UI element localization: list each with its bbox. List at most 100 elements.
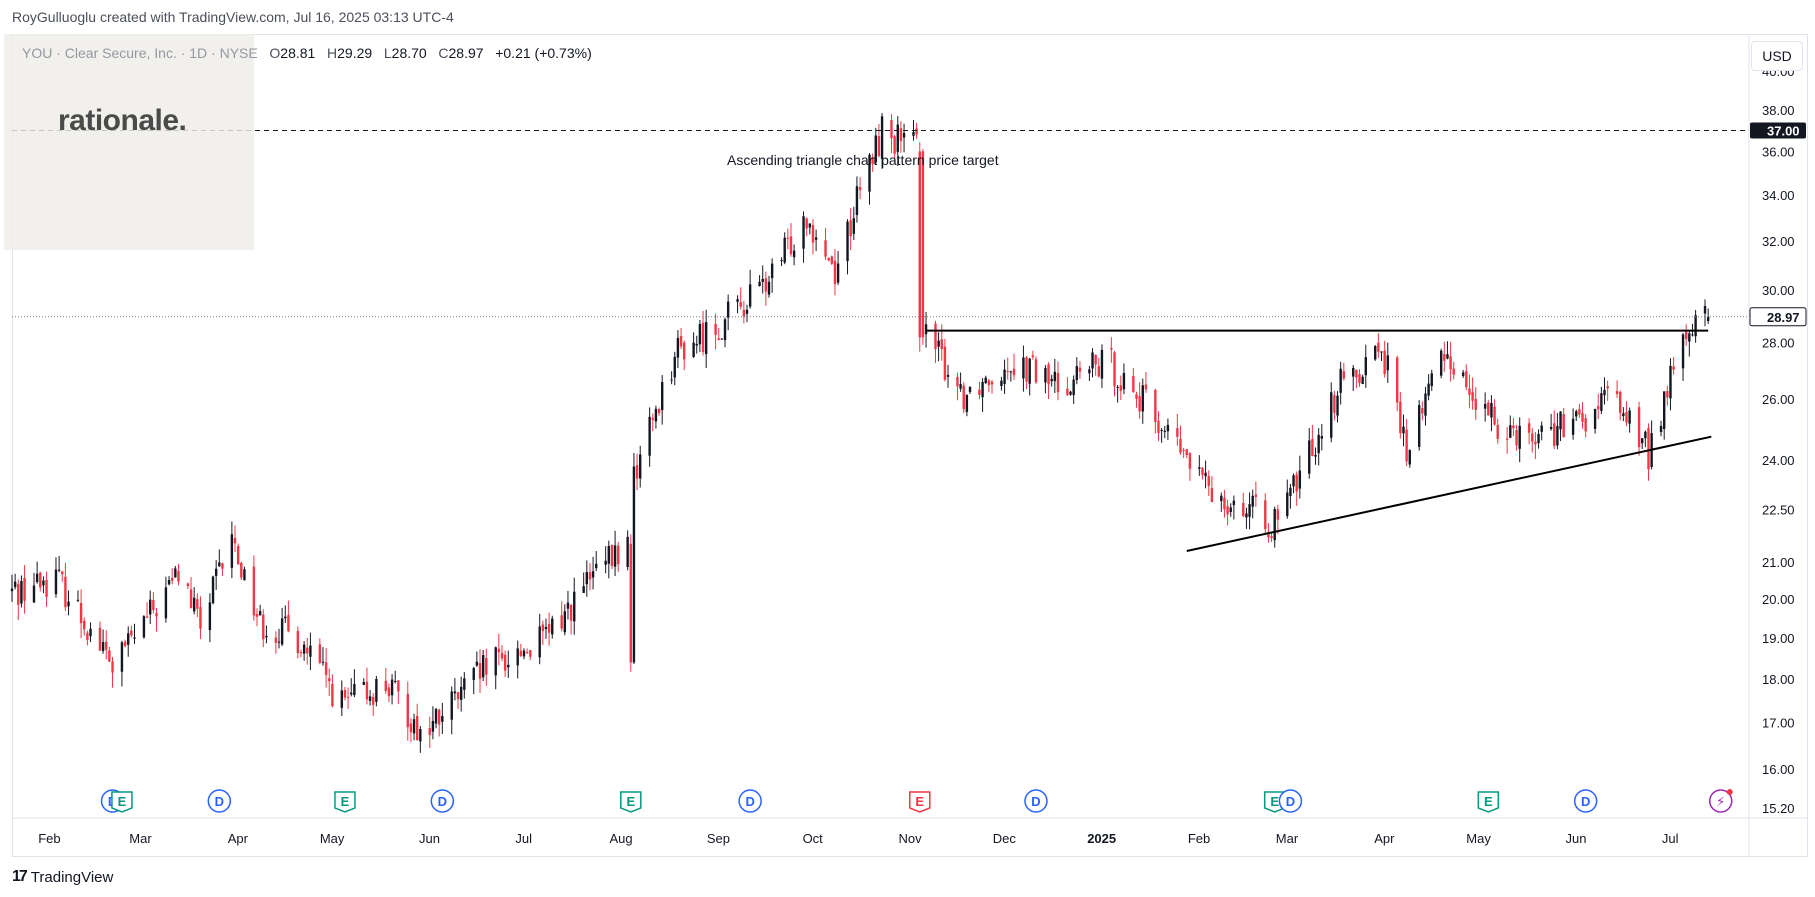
candle-body xyxy=(1314,454,1317,457)
candle-body xyxy=(1091,352,1094,369)
rationale-logo: rationale. xyxy=(58,104,187,137)
candle-body xyxy=(1088,369,1091,374)
candle-body xyxy=(1468,388,1471,395)
x-tick-label: Aug xyxy=(610,831,633,846)
candle-body xyxy=(1157,420,1160,433)
candle-body xyxy=(978,389,981,395)
candle-body xyxy=(1625,412,1628,423)
candle-body xyxy=(406,693,409,728)
x-tick-label: Apr xyxy=(1374,831,1395,846)
x-tick-label: May xyxy=(320,831,345,846)
currency-button[interactable]: USD xyxy=(1751,41,1803,71)
candle-body xyxy=(682,342,686,360)
candle-body xyxy=(792,250,796,258)
candle-body xyxy=(1308,440,1311,474)
x-tick-label: 2025 xyxy=(1087,831,1116,846)
candle-body xyxy=(610,544,614,566)
candle-body xyxy=(1135,394,1138,399)
candle-body xyxy=(836,263,840,283)
candle-body xyxy=(1364,357,1367,376)
candle-body xyxy=(1496,424,1499,439)
candle-body xyxy=(83,620,86,630)
candle-body xyxy=(1292,475,1295,487)
candle-body xyxy=(192,597,196,612)
candle-body xyxy=(1703,305,1707,314)
candle-body xyxy=(1276,509,1280,520)
candle-body xyxy=(1694,315,1697,337)
y-tick-label: 34.00 xyxy=(1762,188,1795,203)
candle-body xyxy=(1358,374,1361,384)
candle-body xyxy=(1204,472,1207,477)
candle-body xyxy=(1553,423,1556,447)
candle-body xyxy=(67,601,70,607)
candle-body xyxy=(252,566,256,616)
candle-body xyxy=(1267,531,1270,538)
candle-body xyxy=(1210,488,1214,502)
candle-body xyxy=(739,302,742,307)
candle-body xyxy=(1160,429,1163,431)
symbol-legend: YOU · Clear Secure, Inc. · 1D · NYSE O28… xyxy=(22,45,592,61)
candle-body xyxy=(1163,430,1166,432)
x-tick-label: Apr xyxy=(228,831,249,846)
candle-body xyxy=(174,568,177,578)
candle-body xyxy=(89,628,92,637)
candle-body xyxy=(893,136,896,154)
candle-body xyxy=(1141,385,1144,412)
candle-body xyxy=(529,650,532,657)
candle-body xyxy=(1254,494,1258,498)
candle-body xyxy=(145,616,149,618)
candle-body xyxy=(880,116,884,159)
candle-body xyxy=(1571,418,1575,435)
candle-body xyxy=(101,642,105,652)
x-tick-label: Jul xyxy=(1662,831,1679,846)
candle-body xyxy=(353,684,356,696)
candle-body xyxy=(695,343,698,346)
candle-body xyxy=(918,151,921,338)
event-marker-label: D xyxy=(1286,794,1295,809)
logo-panel xyxy=(4,34,254,250)
candle-body xyxy=(1311,439,1314,456)
candle-body xyxy=(632,466,636,663)
candle-body xyxy=(1691,334,1694,336)
candle-body xyxy=(943,346,947,380)
candles-group xyxy=(10,113,1710,753)
event-marker-label: E xyxy=(1270,794,1279,809)
candle-body xyxy=(915,128,918,135)
candle-body xyxy=(108,650,111,662)
candle-body xyxy=(240,562,243,578)
candle-body xyxy=(544,626,548,630)
earnings-marker-icon xyxy=(1477,791,1500,813)
candle-body xyxy=(280,618,284,645)
candle-body xyxy=(277,641,281,643)
event-marker-d xyxy=(1024,789,1048,813)
candle-body xyxy=(258,611,262,616)
candle-body xyxy=(1681,334,1685,369)
candle-body xyxy=(189,589,193,609)
last-price-label-bg xyxy=(1749,307,1807,327)
candle-body xyxy=(1662,391,1666,429)
candle-body xyxy=(1050,378,1053,382)
y-tick-label: 19.00 xyxy=(1762,631,1795,646)
candle-body xyxy=(551,618,554,635)
candle-body xyxy=(441,715,444,722)
open-label: O xyxy=(269,45,281,61)
candle-body xyxy=(155,613,158,617)
candle-body xyxy=(1562,414,1565,438)
candle-body xyxy=(390,679,394,696)
candle-body xyxy=(1075,366,1079,381)
candle-body xyxy=(1622,413,1625,416)
candle-body xyxy=(855,186,859,216)
tradingview-brand[interactable]: 17 TradingView xyxy=(12,868,113,886)
candle-body xyxy=(770,263,774,279)
candle-body xyxy=(64,576,67,608)
candle-body xyxy=(318,644,322,663)
candle-body xyxy=(940,339,943,349)
earnings-marker-icon xyxy=(620,791,642,813)
event-marker-d xyxy=(1573,789,1598,813)
candle-body xyxy=(968,386,972,392)
candle-body xyxy=(1006,370,1009,372)
candle-body xyxy=(780,260,783,262)
candle-body xyxy=(981,381,984,398)
candle-body xyxy=(1072,379,1075,396)
